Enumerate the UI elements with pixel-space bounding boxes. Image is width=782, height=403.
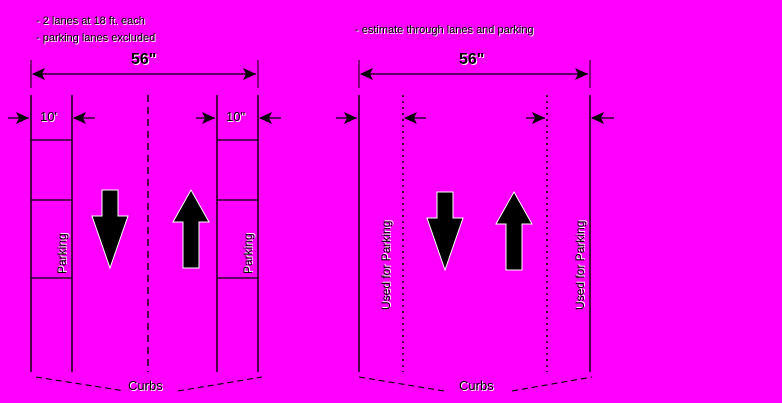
left-curbs-label: Curbs bbox=[128, 378, 163, 393]
right-parking-label: Parking bbox=[241, 233, 255, 274]
right-diagram-group bbox=[336, 60, 614, 392]
left-overall-dimension-label: 56" bbox=[131, 51, 157, 68]
right-diagram-left-parking-label: Used for Parking bbox=[379, 220, 393, 310]
right-diagram-curbs-leader-lines bbox=[358, 376, 593, 392]
right-overall-dimension-label: 56" bbox=[459, 51, 485, 68]
right-overall-dimension-line bbox=[358, 60, 591, 88]
left-lane-up-arrow bbox=[172, 188, 210, 269]
left-overall-dimension-line bbox=[30, 60, 259, 88]
right-diagram-down-arrow bbox=[426, 191, 464, 272]
left-note-line-2: - parking lanes excluded bbox=[36, 32, 156, 44]
left-curbs-leader-lines bbox=[35, 376, 263, 392]
left-edge-dimension-label: 10' bbox=[40, 109, 57, 124]
right-note-line-1: - estimate through lanes and parking bbox=[355, 24, 534, 36]
left-diagram-group bbox=[8, 60, 281, 392]
right-diagram-right-parking-label: Used for Parking bbox=[573, 220, 587, 310]
right-curbs-label: Curbs bbox=[459, 378, 494, 393]
left-parking-label: Parking bbox=[55, 233, 69, 274]
left-note-line-1: - 2 lanes at 18 ft. each bbox=[36, 15, 145, 27]
right-diagram-up-arrow bbox=[495, 190, 533, 271]
left-lane-down-arrow bbox=[91, 189, 129, 270]
right-edge-dimension-label: 10" bbox=[226, 109, 246, 124]
